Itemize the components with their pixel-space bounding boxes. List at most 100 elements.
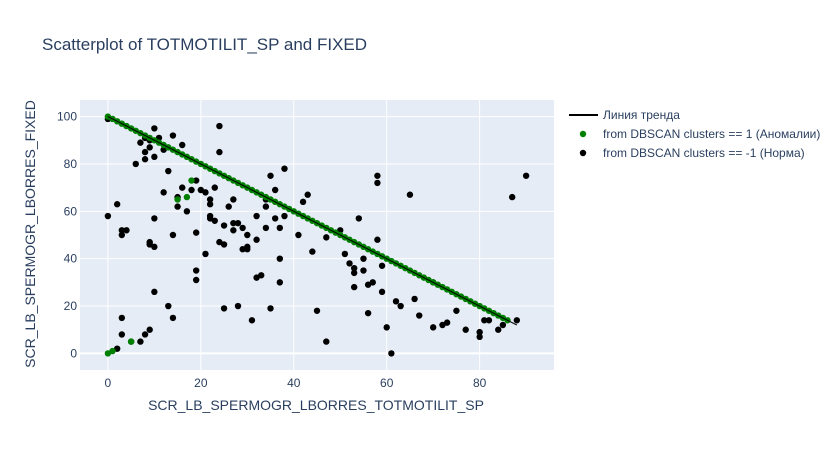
normal-point xyxy=(230,227,237,234)
normal-point xyxy=(355,215,363,222)
normal-point xyxy=(416,312,423,319)
legend-label-normal: from DBSCAN clusters == -1 (Норма) xyxy=(603,146,805,160)
normal-point xyxy=(118,314,126,322)
normal-point xyxy=(118,227,126,234)
normal-point xyxy=(350,283,358,291)
normal-point xyxy=(146,238,153,246)
normal-point xyxy=(141,331,149,338)
normal-point xyxy=(248,317,256,324)
normal-point xyxy=(244,231,251,239)
normal-point xyxy=(374,236,381,243)
normal-point xyxy=(262,224,270,232)
normal-point xyxy=(230,219,237,227)
axis-ticks: 0 20 40 60 80 0 20 40 60 80 100 xyxy=(57,110,487,390)
normal-point xyxy=(411,295,418,303)
normal-point xyxy=(350,264,358,272)
normal-point xyxy=(481,317,488,324)
normal-point xyxy=(202,250,209,258)
normal-point xyxy=(476,333,483,341)
y-tick-label: 20 xyxy=(64,299,78,313)
normal-point xyxy=(267,305,274,312)
normal-point xyxy=(192,229,200,236)
normal-point xyxy=(262,203,270,210)
normal-point xyxy=(118,331,126,338)
normal-point xyxy=(220,305,228,312)
normal-point xyxy=(225,203,232,210)
normal-point xyxy=(522,172,530,179)
anomaly-point xyxy=(183,193,191,201)
normal-point xyxy=(323,338,330,345)
y-tick-label: 40 xyxy=(64,252,78,266)
normal-point xyxy=(137,139,144,146)
normal-point xyxy=(192,276,200,284)
normal-point xyxy=(151,153,158,161)
normal-point xyxy=(141,156,149,163)
anomaly-point xyxy=(127,338,135,345)
anomaly-point xyxy=(174,196,181,203)
normal-point xyxy=(104,212,112,220)
normal-point xyxy=(374,179,381,187)
normal-point xyxy=(206,201,214,208)
normal-point xyxy=(360,267,367,274)
chart-title: Scatterplot of TOTMOTILIT_SP and FIXED xyxy=(42,35,367,54)
normal-point xyxy=(179,141,186,149)
normal-point xyxy=(174,203,181,210)
normal-point xyxy=(123,227,130,234)
normal-point xyxy=(508,193,516,201)
normal-point xyxy=(378,262,386,269)
normal-point xyxy=(141,148,149,156)
normal-point xyxy=(234,219,242,227)
legend[interactable]: Линия тренда from DBSCAN clusters == 1 (А… xyxy=(569,108,820,160)
normal-point xyxy=(453,307,460,314)
normal-point xyxy=(323,234,330,241)
y-tick-label: 60 xyxy=(64,204,78,218)
x-tick-label: 20 xyxy=(194,376,208,390)
normal-point xyxy=(160,189,167,196)
normal-point xyxy=(360,255,367,262)
normal-point xyxy=(276,255,284,262)
normal-point xyxy=(234,302,242,310)
x-axis-label: SCR_LB_SPERMOGR_LBORRES_TOTMOTILIT_SP xyxy=(148,397,484,413)
y-axis-label: SCR_LB_SPERMOGR_LBORRES_FIXED xyxy=(22,100,38,368)
normal-point xyxy=(397,302,404,310)
series-layer xyxy=(104,113,530,357)
normal-point xyxy=(165,302,172,310)
normal-point xyxy=(443,319,451,326)
anomaly-point xyxy=(188,177,195,184)
normal-point xyxy=(271,215,279,222)
normal-point xyxy=(364,281,372,288)
legend-normal-swatch xyxy=(579,149,587,157)
normal-point xyxy=(165,167,172,175)
normal-point xyxy=(313,307,321,314)
normal-point xyxy=(499,321,507,329)
normal-point xyxy=(211,217,218,224)
normal-point xyxy=(192,267,200,274)
normal-point xyxy=(253,236,260,243)
normal-point xyxy=(113,201,121,208)
normal-point xyxy=(341,250,349,258)
normal-point xyxy=(132,160,139,168)
normal-point xyxy=(281,165,288,172)
normal-point xyxy=(406,191,414,198)
normal-point xyxy=(462,326,469,333)
normal-point xyxy=(513,317,521,324)
normal-point xyxy=(383,324,390,331)
normal-point xyxy=(183,208,191,215)
x-tick-label: 80 xyxy=(473,376,487,390)
normal-point xyxy=(495,326,502,333)
normal-point xyxy=(309,248,316,255)
normal-point xyxy=(169,132,177,139)
normal-point xyxy=(281,212,288,220)
normal-point xyxy=(374,172,381,179)
normal-point xyxy=(146,144,153,151)
normal-point xyxy=(137,338,144,345)
normal-point xyxy=(220,222,228,229)
normal-point xyxy=(206,212,214,220)
normal-point xyxy=(476,328,483,336)
normal-point xyxy=(304,191,311,198)
normal-point xyxy=(244,243,251,251)
trend-line xyxy=(107,116,518,326)
normal-point xyxy=(188,186,195,194)
normal-point xyxy=(206,196,214,203)
normal-point xyxy=(267,172,274,179)
